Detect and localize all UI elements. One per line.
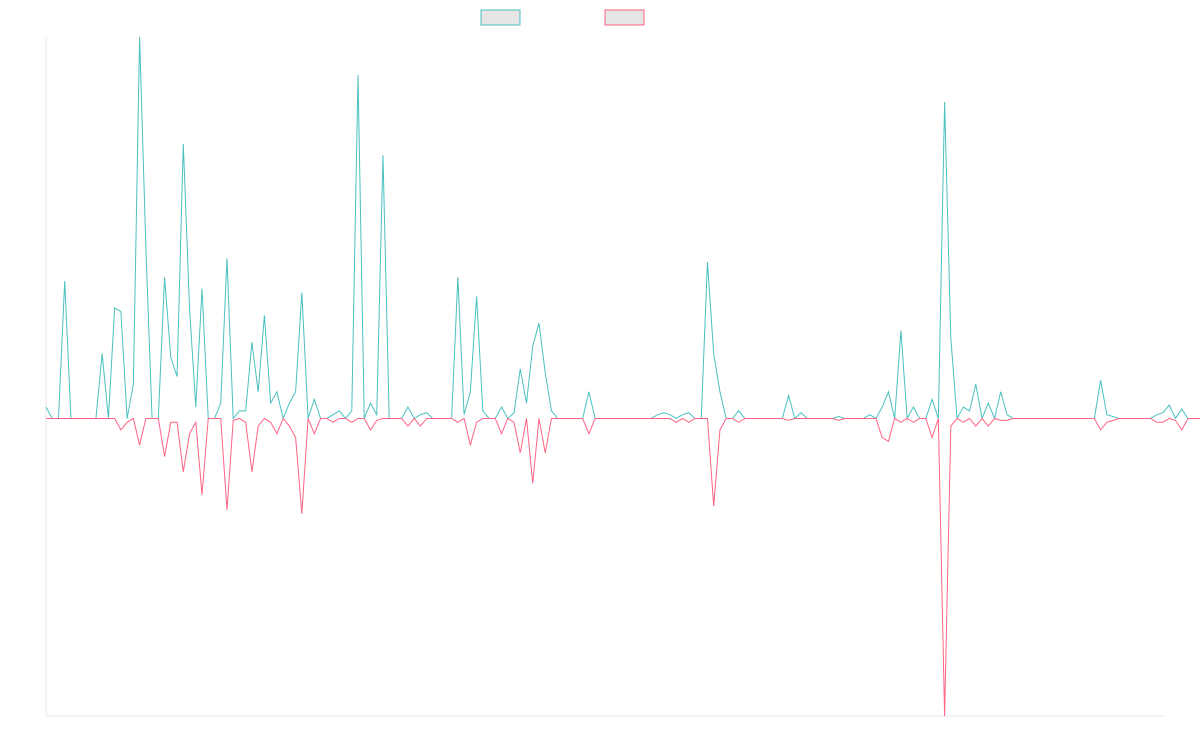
legend bbox=[480, 9, 645, 26]
legend-swatch-series-2[interactable] bbox=[604, 9, 645, 26]
series-line-1 bbox=[45, 36, 1200, 421]
series-layer bbox=[45, 36, 1200, 717]
series-line-2 bbox=[46, 417, 1200, 717]
legend-swatch-series-1[interactable] bbox=[480, 9, 521, 26]
